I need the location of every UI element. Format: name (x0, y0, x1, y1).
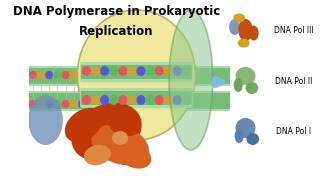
Ellipse shape (246, 133, 259, 145)
Text: DNA Pol I: DNA Pol I (276, 127, 311, 136)
Circle shape (54, 100, 60, 107)
Circle shape (146, 96, 154, 104)
Circle shape (103, 100, 110, 107)
Circle shape (110, 67, 117, 75)
Circle shape (111, 71, 118, 78)
Circle shape (128, 71, 134, 78)
Circle shape (71, 71, 77, 78)
Ellipse shape (169, 10, 213, 150)
Circle shape (71, 100, 77, 107)
Circle shape (164, 96, 172, 104)
Circle shape (110, 96, 117, 104)
Circle shape (30, 71, 36, 78)
Ellipse shape (236, 118, 255, 138)
Circle shape (95, 100, 101, 107)
Circle shape (30, 100, 36, 107)
FancyBboxPatch shape (28, 93, 230, 109)
Circle shape (137, 67, 145, 75)
FancyBboxPatch shape (81, 65, 192, 79)
FancyBboxPatch shape (80, 62, 193, 82)
Circle shape (146, 67, 154, 75)
Circle shape (103, 71, 110, 78)
Ellipse shape (65, 108, 103, 142)
Circle shape (173, 96, 181, 104)
Ellipse shape (236, 67, 255, 85)
Circle shape (128, 96, 136, 104)
Circle shape (111, 100, 118, 107)
Ellipse shape (238, 19, 253, 41)
Circle shape (183, 67, 190, 75)
Circle shape (137, 96, 145, 104)
Circle shape (38, 100, 44, 107)
Circle shape (119, 67, 127, 75)
Circle shape (79, 100, 85, 107)
Circle shape (136, 71, 142, 78)
Ellipse shape (234, 78, 243, 92)
Circle shape (155, 67, 163, 75)
Circle shape (101, 96, 108, 104)
Ellipse shape (77, 10, 196, 140)
Text: DNA Pol III: DNA Pol III (274, 26, 314, 35)
Ellipse shape (28, 95, 63, 145)
Ellipse shape (84, 145, 111, 165)
Ellipse shape (249, 26, 259, 40)
Circle shape (83, 67, 90, 75)
Circle shape (62, 100, 69, 107)
Circle shape (136, 100, 142, 107)
Circle shape (119, 96, 127, 104)
Circle shape (79, 71, 85, 78)
FancyBboxPatch shape (81, 91, 192, 105)
Circle shape (128, 67, 136, 75)
Circle shape (54, 71, 60, 78)
FancyBboxPatch shape (28, 68, 230, 84)
Circle shape (155, 96, 163, 104)
Ellipse shape (112, 131, 128, 145)
FancyBboxPatch shape (28, 91, 230, 111)
Circle shape (62, 71, 69, 78)
Ellipse shape (245, 82, 258, 94)
Circle shape (164, 67, 172, 75)
Circle shape (87, 71, 93, 78)
Ellipse shape (233, 14, 245, 22)
Ellipse shape (229, 19, 240, 35)
Ellipse shape (235, 129, 244, 143)
Circle shape (46, 71, 52, 78)
Circle shape (95, 71, 101, 78)
Circle shape (101, 67, 108, 75)
Text: DNA Polymerase in Prokaryotic: DNA Polymerase in Prokaryotic (13, 5, 220, 18)
Circle shape (92, 67, 100, 75)
Ellipse shape (91, 125, 149, 165)
Text: Replication: Replication (79, 25, 154, 38)
Circle shape (83, 96, 90, 104)
Circle shape (38, 71, 44, 78)
Circle shape (128, 100, 134, 107)
Circle shape (46, 100, 52, 107)
Circle shape (87, 100, 93, 107)
Ellipse shape (116, 141, 151, 169)
Ellipse shape (71, 103, 142, 161)
FancyBboxPatch shape (28, 66, 230, 86)
Ellipse shape (238, 39, 250, 48)
Text: DNA Pol II: DNA Pol II (275, 76, 313, 86)
Circle shape (92, 96, 100, 104)
FancyBboxPatch shape (80, 88, 193, 108)
Circle shape (120, 100, 126, 107)
Ellipse shape (109, 114, 140, 136)
Circle shape (173, 67, 181, 75)
Circle shape (183, 96, 190, 104)
Circle shape (120, 71, 126, 78)
